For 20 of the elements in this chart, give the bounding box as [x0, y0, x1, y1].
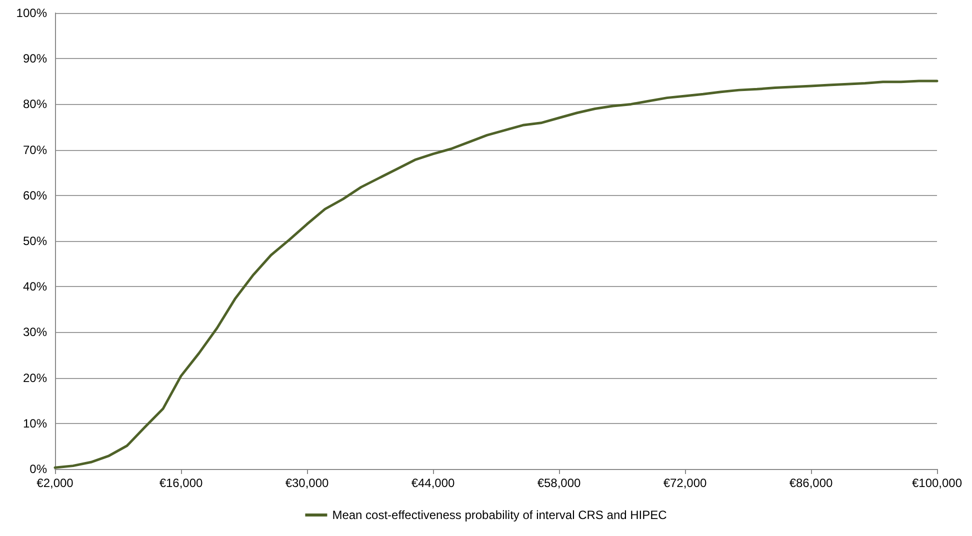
- y-tick-label: 90%: [22, 52, 48, 66]
- x-tick-label: €30,000: [285, 476, 330, 490]
- y-tick-label: 0%: [30, 462, 48, 476]
- x-tick-label: €58,000: [537, 476, 582, 490]
- y-tick-label: 20%: [22, 370, 48, 385]
- y-tick-label: 30%: [22, 325, 48, 340]
- y-tick-label: 40%: [22, 280, 48, 294]
- x-tick-label: €44,000: [411, 476, 456, 490]
- x-tick-label: €100,000: [912, 476, 962, 490]
- x-tick-label: €86,000: [789, 476, 834, 490]
- y-tick-label: 50%: [22, 234, 48, 248]
- y-tick-label: 100%: [16, 6, 48, 20]
- y-tick-label: 10%: [22, 416, 48, 430]
- y-tick-label: 80%: [22, 97, 48, 112]
- legend-label: Mean cost-effectiveness probability of interval CRS and HIPEC: [332, 508, 668, 522]
- x-tick-label: €72,000: [663, 476, 708, 490]
- x-tick-label: €16,000: [159, 476, 204, 490]
- y-tick-label: 60%: [22, 188, 48, 202]
- x-tick-label: €2,000: [36, 476, 74, 490]
- y-tick-label: 70%: [22, 142, 48, 157]
